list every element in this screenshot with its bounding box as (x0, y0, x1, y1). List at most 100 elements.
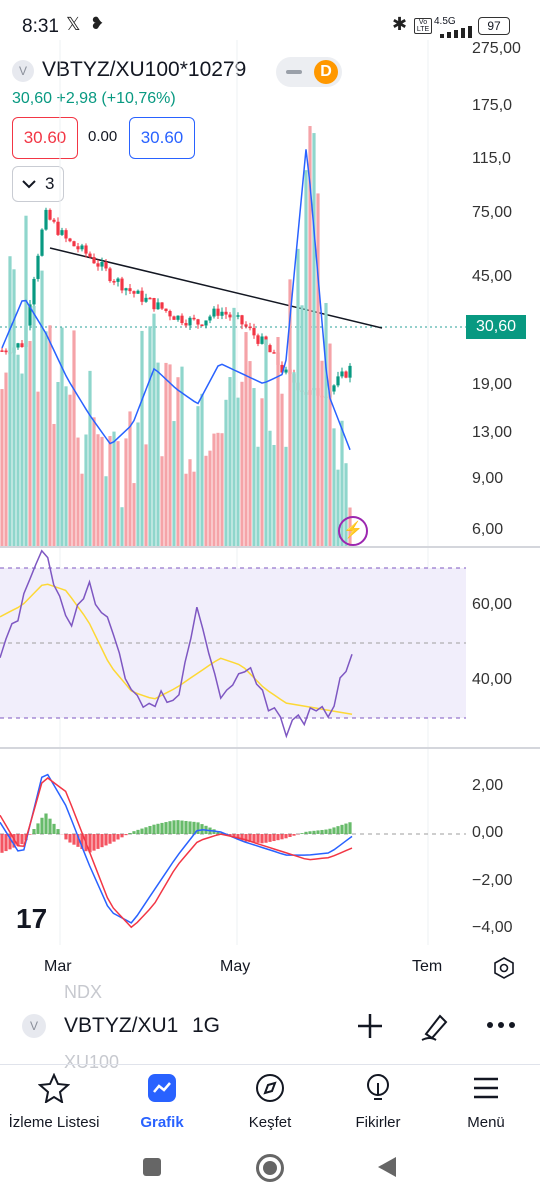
volume-bars (0, 126, 352, 547)
candle-body (104, 262, 108, 269)
candle-body (204, 320, 208, 326)
volume-bar (160, 456, 164, 546)
back-button[interactable] (376, 1155, 398, 1179)
volume-bar (92, 417, 96, 546)
price-axis[interactable]: 275,00 175,0 115,0 75,00 45,00 19,00 13,… (472, 40, 540, 560)
macd-histogram-bar (40, 817, 44, 834)
rsi-axis[interactable]: 60,00 40,00 (472, 596, 540, 696)
volume-bar (208, 450, 212, 546)
candle-body (48, 209, 52, 220)
candle-body (92, 257, 96, 264)
chart-icon (148, 1074, 176, 1102)
sell-button[interactable]: 30.60 (12, 117, 78, 159)
hamburger-icon (474, 1077, 498, 1099)
recents-button[interactable] (143, 1158, 161, 1176)
pane-divider[interactable] (0, 546, 540, 548)
nav-label: İzleme Listesi (8, 1114, 100, 1131)
macd-histogram-bar (176, 820, 180, 834)
price-tick: 75,00 (472, 204, 513, 221)
candle-body (88, 253, 92, 258)
volume-bar (52, 423, 56, 546)
candle-body (248, 326, 252, 329)
chevron-down-icon (22, 180, 36, 189)
volume-bar (180, 366, 184, 546)
nav-label: Menü (467, 1114, 505, 1131)
candle-body (260, 336, 264, 344)
volume-bar (328, 343, 332, 546)
nav-chart[interactable]: Grafik (108, 1073, 216, 1131)
nav-explore[interactable]: Keşfet (216, 1073, 324, 1131)
candle-body (184, 323, 188, 326)
volume-bar (256, 446, 260, 546)
candle-body (144, 297, 148, 302)
macd-histogram-bar (232, 834, 236, 838)
macd-histogram-bar (28, 834, 32, 835)
volume-bar (200, 393, 204, 546)
volume-bar (272, 444, 276, 546)
heart-app-icon: ❥ (90, 14, 105, 33)
plus-icon[interactable] (356, 1012, 384, 1040)
macd-histogram-bar (36, 823, 40, 834)
candle-body (160, 302, 164, 309)
macd-histogram-bar (144, 827, 148, 834)
macd-histogram-bar (216, 831, 220, 834)
buy-button[interactable]: 30.60 (129, 117, 195, 159)
volume-bar (204, 455, 208, 546)
volume-bar (220, 433, 224, 546)
volume-bar (236, 397, 240, 546)
macd-histogram-bar (76, 834, 80, 847)
volume-ma-line (1, 149, 351, 451)
macd-histogram-bar (244, 834, 248, 842)
macd-histogram-bar (248, 834, 252, 842)
price-tick: 13,00 (472, 424, 513, 441)
volume-bar (84, 434, 88, 546)
macd-histogram-bar (88, 834, 92, 853)
volume-bar (244, 332, 248, 546)
lightbulb-icon (367, 1074, 389, 1100)
symbol-search-button[interactable]: VBTYZ/XU1 (64, 1014, 179, 1037)
candle-body (60, 230, 64, 235)
symbol-title[interactable]: VBTYZ/XU100*10279 (42, 58, 247, 81)
nav-menu[interactable]: Menü (432, 1073, 540, 1131)
macd-histogram-bar (316, 830, 320, 834)
volume-bar (344, 463, 348, 546)
macd-histogram-bar (288, 834, 292, 837)
home-button[interactable] (256, 1154, 284, 1182)
volume-bar (116, 441, 120, 546)
candle-body (244, 324, 248, 327)
spread-value: 0.00 (88, 128, 118, 145)
macd-histogram-bar (188, 821, 192, 834)
last-price-label: 30,60 (466, 315, 526, 339)
volume-bar (88, 370, 92, 546)
more-icon[interactable] (486, 1020, 516, 1030)
candle-body (284, 369, 288, 373)
macd-histogram-bar (128, 833, 132, 834)
settings-icon[interactable] (493, 957, 515, 979)
volume-bar (44, 331, 48, 546)
nav-ideas[interactable]: Fikirler (324, 1073, 432, 1131)
candle-body (80, 245, 84, 250)
volume-bar (48, 325, 52, 546)
macd-histogram-bar (16, 834, 20, 846)
candle-body (124, 288, 128, 291)
volume-bar (164, 362, 168, 546)
candle-body (172, 316, 176, 320)
bottom-nav: İzleme Listesi Grafik Keşfet Fikirler Me… (0, 1064, 540, 1147)
drawing-pen-icon[interactable] (420, 1010, 452, 1042)
volume-bar (308, 126, 312, 546)
market-status-pill[interactable]: D (276, 57, 342, 87)
pane-divider[interactable] (0, 747, 540, 749)
candle-body (64, 230, 68, 239)
volume-bar (0, 389, 4, 546)
candle-body (180, 315, 184, 324)
indicators-toggle[interactable]: 3 (12, 166, 64, 202)
interval-button[interactable]: 1G (192, 1014, 221, 1037)
nav-watchlist[interactable]: İzleme Listesi (0, 1072, 108, 1131)
volume-bar (336, 469, 340, 546)
volume-bar (156, 362, 160, 546)
chart-canvas[interactable]: 17 (0, 0, 540, 990)
lightning-icon[interactable]: ⚡ (338, 516, 368, 546)
macd-axis[interactable]: 2,00 0,00 −2,00 −4,00 (472, 777, 540, 937)
macd-histogram-bar (264, 834, 268, 843)
candle-body (200, 324, 204, 327)
